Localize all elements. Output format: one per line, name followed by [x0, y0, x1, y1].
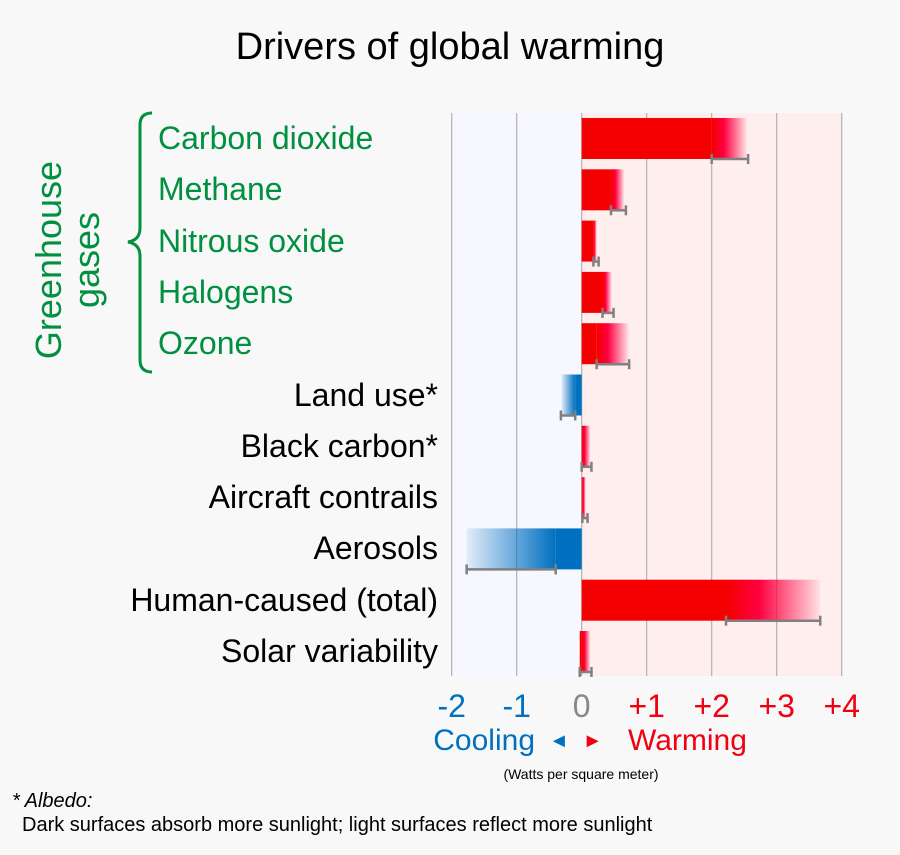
bar-solid [581, 118, 712, 159]
error-bar [578, 667, 593, 677]
warming-label: Warming [628, 724, 747, 757]
greenhouse-gases-label: Greenhouse gases [28, 160, 107, 360]
error-bar [465, 564, 557, 575]
units-label: (Watts per square meter) [503, 766, 659, 782]
bar-gradient [593, 220, 597, 262]
error-bar [592, 256, 600, 267]
bar-group [581, 323, 631, 370]
error-bar [710, 154, 750, 164]
bar-solid [581, 169, 611, 211]
bar-solid [575, 374, 582, 416]
x-tick-label: -1 [502, 688, 531, 724]
x-tick-label: +4 [823, 688, 860, 724]
error-bar [595, 359, 631, 370]
bar-group [581, 579, 822, 626]
category-label: Human-caused (total) [130, 581, 438, 618]
category-label: Nitrous oxide [158, 222, 345, 259]
bar-group [581, 477, 589, 524]
bar-gradient [610, 169, 624, 211]
bar-gradient [466, 528, 556, 570]
bar-group [578, 631, 593, 677]
bar-gradient [581, 631, 591, 672]
error-bar [609, 205, 628, 216]
greenhouse-brace [127, 111, 153, 374]
direction-arrows: ◄► [549, 730, 617, 752]
category-label: Halogens [158, 273, 294, 310]
bar-group [581, 169, 628, 216]
category-label: Land use* [293, 376, 438, 413]
footnote-text: Dark surfaces absorb more sunlight; ligh… [22, 814, 653, 836]
x-tick-label: +3 [758, 688, 795, 724]
x-tick-label: +2 [693, 688, 730, 724]
category-label: Black carbon* [240, 427, 438, 464]
bar-gradient [596, 323, 629, 365]
bar-gradient [581, 425, 591, 467]
category-label: Carbon dioxide [158, 120, 374, 156]
cooling-label: Cooling [433, 724, 535, 757]
bar-group [581, 220, 600, 267]
error-bar [601, 307, 615, 318]
bar-group [559, 374, 582, 421]
bar-solid [581, 323, 597, 365]
x-tick-label: -2 [437, 688, 466, 724]
bar-solid [555, 528, 582, 570]
error-bar [581, 513, 589, 524]
bar-solid [581, 579, 726, 621]
footnote-title: * Albedo: [12, 790, 93, 812]
bar-gradient [582, 477, 586, 519]
error-bar [559, 410, 577, 421]
category-label: Ozone [158, 325, 253, 362]
error-bar [724, 615, 822, 626]
x-tick-label: 0 [572, 688, 591, 724]
chart-title: Drivers of global warming [235, 26, 665, 68]
bar-solid [581, 477, 583, 519]
bar-gradient [726, 579, 821, 621]
error-bar [580, 461, 593, 472]
bar-solid [581, 220, 594, 262]
bar-gradient [561, 374, 576, 416]
bar-solid [581, 271, 603, 313]
bar-group [581, 118, 750, 164]
bar-group [465, 528, 582, 575]
bar-gradient [711, 118, 747, 159]
category-label: Aerosols [313, 530, 439, 567]
bar-solid [579, 631, 582, 672]
bar-gradient [602, 271, 612, 313]
category-label: Aircraft contrails [208, 479, 438, 516]
bar-group [581, 271, 615, 318]
category-label: Methane [158, 171, 283, 208]
category-label: Solar variability [221, 633, 438, 669]
x-tick-label: +1 [628, 688, 665, 724]
bar-group [580, 425, 593, 472]
